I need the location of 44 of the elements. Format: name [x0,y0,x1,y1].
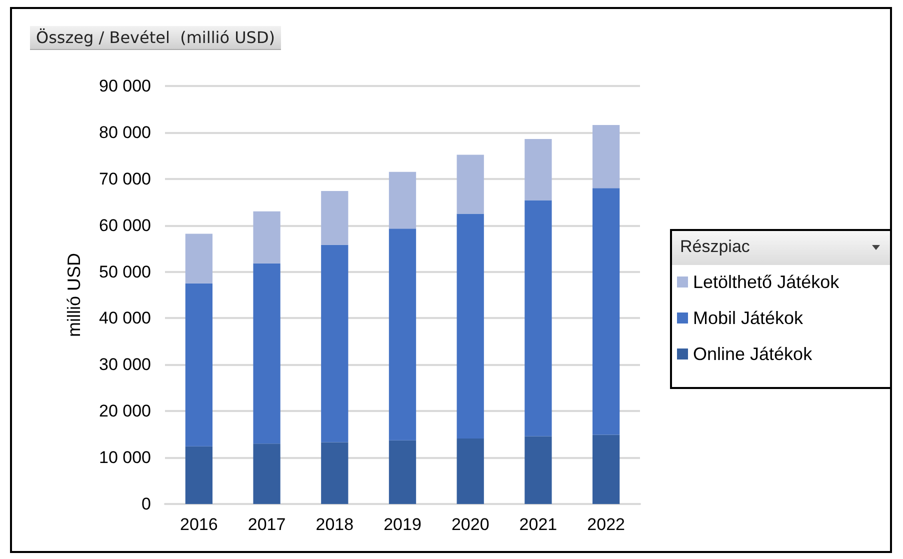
x-tick-label: 2019 [384,515,422,534]
bar [253,444,280,504]
bar [592,188,620,435]
x-tick-label: 2021 [519,515,558,534]
bar [185,283,212,446]
bar [456,214,484,439]
legend-label: Mobil Játékok [693,308,804,328]
x-tick-label: 2020 [451,515,490,534]
y-tick-label: 70 000 [99,169,151,188]
x-tick-label: 2017 [248,515,286,534]
x-tick-label: 2022 [587,515,625,534]
bar [524,138,552,200]
y-tick-label: 40 000 [99,308,151,328]
chart-title: Összeg / Bevétel (millió USD) [30,26,282,50]
bar [592,125,620,188]
bar [456,438,484,504]
y-tick-label: 80 000 [99,122,151,142]
bar [253,211,280,264]
y-tick-label: 20 000 [99,402,151,421]
y-tick-label: 10 000 [99,448,151,468]
bar [388,440,416,504]
y-tick-label: 90 000 [99,76,151,96]
bar [592,434,620,504]
bar [524,436,552,504]
x-tick-label: 2016 [180,515,218,534]
x-tick-label: 2018 [316,515,354,534]
y-tick-label: 60 000 [99,216,151,235]
bar [321,442,348,504]
legend-title: Részpiac [680,237,750,256]
bar [185,234,212,284]
bar [388,172,416,229]
bar [456,154,484,214]
legend-label: Letölthető Játékok [693,272,840,292]
y-tick-label: 0 [142,494,151,514]
bar [253,263,280,444]
bar [321,244,348,442]
bar [388,228,416,440]
y-tick-label: 50 000 [99,262,151,282]
bar [524,200,552,436]
bar [185,446,212,504]
bar [321,190,348,245]
y-tick-label: 30 000 [99,355,151,374]
y-axis-title: millió USD [64,252,84,338]
legend-label: Online Játékok [693,344,814,364]
